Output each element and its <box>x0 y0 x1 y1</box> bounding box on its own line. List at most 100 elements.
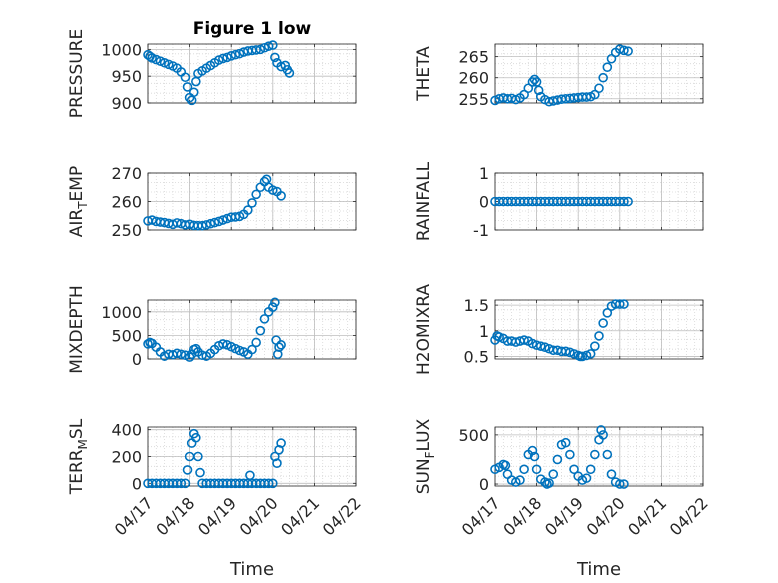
data-point <box>614 299 625 309</box>
data-point <box>581 350 592 361</box>
data-point <box>529 451 540 462</box>
data-point <box>540 342 550 353</box>
data-point <box>263 478 274 489</box>
axes-box <box>494 299 704 360</box>
series-markers <box>143 297 286 362</box>
data-point <box>247 344 257 355</box>
data-point <box>585 464 596 475</box>
data-point <box>191 432 201 443</box>
data-point <box>548 469 559 480</box>
data-point <box>182 465 193 475</box>
data-point <box>272 458 282 469</box>
y-tick-label: 500 <box>458 426 489 445</box>
data-point <box>251 189 261 200</box>
y-tick-label: 260 <box>111 193 142 212</box>
data-point <box>267 478 278 489</box>
x-tick-label: 04/22 <box>666 493 712 539</box>
data-point <box>590 341 600 351</box>
y-axis-label: MIXDEPTH <box>67 285 87 374</box>
y-tick-label: 270 <box>111 164 142 183</box>
data-point <box>276 438 286 448</box>
series-markers <box>143 174 286 231</box>
x-tick-label: 04/20 <box>236 493 282 539</box>
grid <box>494 299 704 360</box>
data-point <box>560 346 571 357</box>
data-point <box>598 318 608 328</box>
grid <box>494 43 704 104</box>
data-point <box>500 460 511 471</box>
y-tick-label: 1 <box>479 322 489 341</box>
data-point <box>585 349 596 359</box>
series-markers <box>490 425 629 489</box>
data-point <box>218 215 228 225</box>
data-point <box>619 45 629 56</box>
data-point <box>195 467 205 478</box>
data-point <box>529 74 540 85</box>
x-tick-label: 04/17 <box>111 493 157 539</box>
x-axis-label: Time <box>229 559 274 580</box>
data-point <box>213 216 224 227</box>
x-tick-label: 04/21 <box>624 493 670 539</box>
y-tick-label: 250 <box>111 221 142 240</box>
axes-box <box>147 299 357 360</box>
subplot-2: 255 260 265 THETA <box>414 43 704 109</box>
data-point <box>565 347 575 358</box>
y-tick-label: 1000 <box>101 303 142 322</box>
data-point <box>619 299 629 309</box>
series-markers <box>490 44 633 107</box>
subplot-6: 0.5 1 1.5 H2OMIXRA <box>414 284 704 375</box>
x-tick-label: 04/18 <box>499 493 545 539</box>
y-tick-label: 1.5 <box>464 296 489 315</box>
y-axis-label: H2OMIXRA <box>414 284 434 375</box>
y-tick-label: 0 <box>132 350 142 369</box>
y-tick-label: 0.5 <box>464 347 489 366</box>
x-tick-label: 04/22 <box>319 493 365 539</box>
data-point <box>218 339 228 349</box>
data-point <box>533 85 544 96</box>
data-point <box>540 477 550 487</box>
data-point <box>176 349 187 360</box>
data-point <box>614 479 625 489</box>
y-tick-label: 500 <box>111 326 142 345</box>
data-point <box>519 464 529 475</box>
y-tick-label: 950 <box>111 67 142 86</box>
y-axis-label: TERRMSL <box>67 418 90 495</box>
data-point <box>602 308 613 318</box>
y-tick-label: 265 <box>458 48 489 67</box>
x-tick-label: 04/21 <box>277 493 323 539</box>
data-point <box>535 341 546 351</box>
data-point <box>606 469 617 480</box>
data-point <box>552 454 563 465</box>
y-tick-label: 260 <box>458 69 489 88</box>
data-point <box>218 53 228 64</box>
series-markers <box>490 299 629 362</box>
x-axis-label: Time <box>576 559 621 580</box>
y-tick-label: 0 <box>479 475 489 494</box>
data-point <box>267 302 278 312</box>
data-point <box>527 77 538 87</box>
data-point <box>230 49 241 60</box>
y-axis-label: RAINFALL <box>414 161 434 241</box>
data-point <box>182 82 193 92</box>
data-point <box>531 77 542 87</box>
data-point <box>263 41 274 51</box>
data-point <box>581 92 592 102</box>
data-point <box>619 479 629 489</box>
subplot-5: 0 500 1000 MIXDEPTH <box>67 285 357 374</box>
data-point <box>594 331 604 341</box>
data-point <box>590 449 600 460</box>
data-point <box>251 337 261 348</box>
data-point <box>602 449 613 460</box>
data-point <box>527 338 538 349</box>
y-tick-label: 200 <box>111 448 142 467</box>
data-point <box>598 72 608 83</box>
data-point <box>596 425 606 435</box>
data-point <box>531 464 542 475</box>
data-point <box>270 297 280 308</box>
data-point <box>270 52 280 63</box>
y-tick-label: 1 <box>479 164 489 183</box>
data-point <box>209 217 220 228</box>
data-point <box>180 72 191 83</box>
